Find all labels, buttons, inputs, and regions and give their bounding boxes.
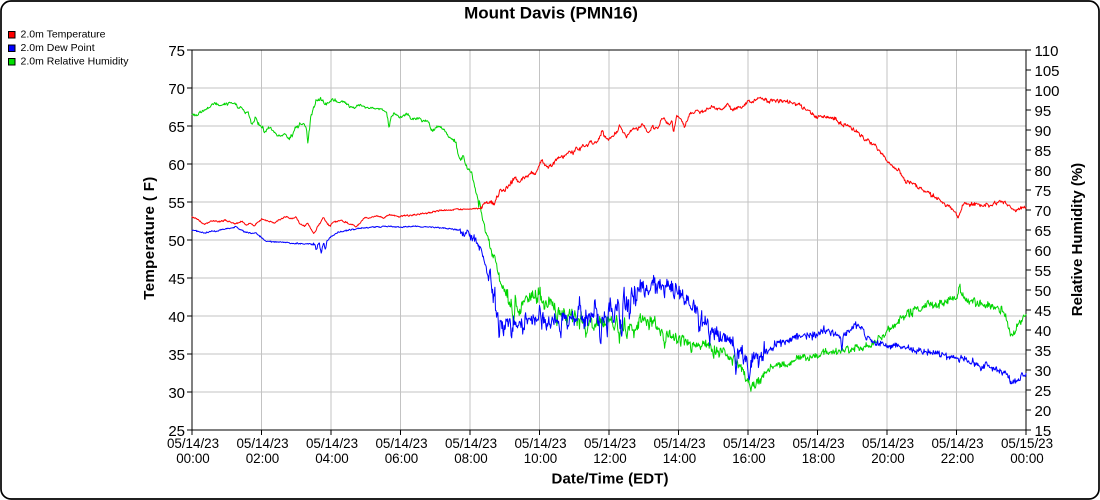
svg-text:05/14/23: 05/14/23: [445, 436, 497, 451]
svg-text:60: 60: [168, 157, 185, 174]
svg-text:30: 30: [168, 385, 185, 402]
svg-text:40: 40: [168, 309, 185, 326]
svg-text:05/14/23: 05/14/23: [236, 436, 288, 451]
svg-text:05/14/23: 05/14/23: [792, 436, 844, 451]
svg-text:25: 25: [168, 423, 185, 440]
svg-text:14:00: 14:00: [663, 451, 697, 466]
svg-text:15: 15: [1035, 423, 1052, 440]
svg-text:05/14/23: 05/14/23: [723, 436, 775, 451]
svg-text:04:00: 04:00: [315, 451, 349, 466]
svg-text:22:00: 22:00: [941, 451, 975, 466]
svg-text:95: 95: [1035, 103, 1052, 120]
svg-text:65: 65: [168, 119, 185, 136]
svg-text:35: 35: [168, 347, 185, 364]
svg-text:60: 60: [1035, 243, 1052, 260]
svg-text:70: 70: [168, 81, 185, 98]
svg-text:12:00: 12:00: [593, 451, 627, 466]
svg-text:75: 75: [168, 43, 185, 60]
svg-text:55: 55: [1035, 263, 1052, 280]
svg-text:00:00: 00:00: [176, 451, 210, 466]
svg-text:75: 75: [1035, 183, 1052, 200]
svg-text:05/14/23: 05/14/23: [653, 436, 705, 451]
svg-text:70: 70: [1035, 203, 1052, 220]
svg-text:35: 35: [1035, 343, 1052, 360]
svg-text:90: 90: [1035, 123, 1052, 140]
svg-text:2.0m Relative Humidity: 2.0m Relative Humidity: [21, 56, 130, 68]
svg-text:2.0m Temperature: 2.0m Temperature: [21, 29, 106, 41]
svg-text:05/14/23: 05/14/23: [584, 436, 636, 451]
svg-text:Mount Davis (PMN16): Mount Davis (PMN16): [464, 3, 638, 22]
svg-text:08:00: 08:00: [454, 451, 488, 466]
svg-text:55: 55: [168, 195, 185, 212]
svg-text:65: 65: [1035, 223, 1052, 240]
svg-text:05/14/23: 05/14/23: [931, 436, 983, 451]
svg-text:Relative Humidity (%): Relative Humidity (%): [1069, 163, 1086, 316]
svg-text:20:00: 20:00: [871, 451, 905, 466]
svg-text:02:00: 02:00: [246, 451, 280, 466]
svg-text:20: 20: [1035, 403, 1052, 420]
svg-text:30: 30: [1035, 363, 1052, 380]
svg-text:100: 100: [1035, 83, 1060, 100]
svg-text:05/14/23: 05/14/23: [167, 436, 219, 451]
svg-text:2.0m Dew Point: 2.0m Dew Point: [21, 42, 95, 54]
svg-text:40: 40: [1035, 323, 1052, 340]
svg-text:50: 50: [168, 233, 185, 250]
svg-text:05/14/23: 05/14/23: [306, 436, 358, 451]
svg-text:105: 105: [1035, 63, 1060, 80]
svg-text:18:00: 18:00: [802, 451, 836, 466]
svg-text:110: 110: [1035, 43, 1059, 60]
svg-text:10:00: 10:00: [524, 451, 558, 466]
svg-text:06:00: 06:00: [385, 451, 419, 466]
svg-text:05/14/23: 05/14/23: [514, 436, 566, 451]
svg-text:45: 45: [168, 271, 185, 288]
svg-text:50: 50: [1035, 283, 1052, 300]
svg-text:25: 25: [1035, 383, 1052, 400]
svg-text:45: 45: [1035, 303, 1052, 320]
svg-text:Date/Time (EDT): Date/Time (EDT): [552, 471, 669, 488]
svg-text:05/14/23: 05/14/23: [862, 436, 914, 451]
svg-text:85: 85: [1035, 143, 1052, 160]
svg-text:80: 80: [1035, 163, 1052, 180]
svg-text:05/15/23: 05/15/23: [1001, 436, 1053, 451]
svg-text:00:00: 00:00: [1010, 451, 1044, 466]
svg-text:Temperature ( F): Temperature ( F): [141, 177, 158, 300]
svg-text:16:00: 16:00: [732, 451, 766, 466]
svg-text:05/14/23: 05/14/23: [375, 436, 427, 451]
